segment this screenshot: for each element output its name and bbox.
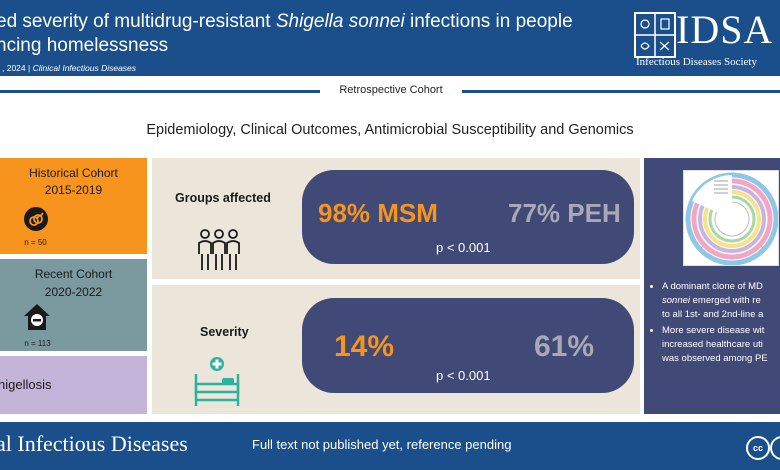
genomics-findings: A dominant clone of MD sonnei emerged wi… bbox=[652, 280, 780, 368]
historical-cohort-n: n = 50 bbox=[24, 238, 47, 247]
citation: , 2024 | Clinical Infectious Diseases bbox=[2, 63, 137, 73]
recent-cohort-years: 2020-2022 bbox=[44, 285, 103, 299]
finding-1: A dominant clone of MD sonnei emerged wi… bbox=[662, 280, 780, 322]
idsa-logo: IDSA bbox=[676, 7, 774, 52]
finding-2: More severe disease wit increased health… bbox=[662, 324, 780, 366]
recent-cohort-title: Recent Cohort bbox=[34, 267, 113, 281]
msm-percentage: 98% MSM bbox=[318, 198, 438, 228]
groups-affected-label: Groups affected bbox=[175, 191, 271, 205]
historical-cohort-years: 2015-2019 bbox=[44, 183, 103, 197]
groups-p-value: p < 0.001 bbox=[436, 240, 491, 255]
house-person-icon bbox=[22, 302, 52, 332]
historical-cohort-title: Historical Cohort bbox=[29, 166, 118, 180]
shigellosis-label: higellosis bbox=[0, 377, 52, 392]
hospital-bed-icon bbox=[192, 356, 242, 408]
divider-right bbox=[462, 90, 780, 93]
recent-severity-percentage: 61% bbox=[534, 330, 595, 363]
msm-symbol-icon bbox=[24, 207, 48, 231]
divider-left bbox=[0, 90, 320, 93]
people-group-icon bbox=[196, 228, 242, 272]
idsa-emblem-icon bbox=[634, 12, 676, 58]
recent-cohort-n: n = 113 bbox=[24, 339, 51, 348]
study-design-label: Retrospective Cohort bbox=[339, 84, 443, 96]
shigellosis-box bbox=[0, 356, 147, 414]
severity-p-value: p < 0.001 bbox=[436, 368, 491, 383]
severity-label: Severity bbox=[200, 325, 249, 339]
species-name: Shigella sonnei bbox=[275, 11, 405, 32]
cc-license-icon: cc bbox=[746, 436, 770, 460]
peh-percentage: 77% PEH bbox=[508, 198, 621, 228]
reference-note: Full text not published yet, reference p… bbox=[252, 437, 512, 452]
historical-severity-percentage: 14% bbox=[334, 330, 395, 363]
footer-bar bbox=[0, 422, 780, 470]
phylogenetic-tree-image bbox=[683, 170, 779, 266]
page-title: ed severity of multidrug-resistant Shige… bbox=[0, 11, 573, 56]
severity-result-pill bbox=[302, 298, 634, 393]
historical-cohort-box bbox=[0, 158, 147, 254]
study-subtitle: Epidemiology, Clinical Outcomes, Antimic… bbox=[146, 122, 634, 138]
recent-cohort-box bbox=[0, 259, 147, 351]
idsa-logo-subtitle: Infectious Diseases Society bbox=[636, 56, 757, 68]
journal-name: al Infectious Diseases bbox=[0, 431, 188, 456]
groups-affected-result-pill bbox=[302, 170, 634, 264]
